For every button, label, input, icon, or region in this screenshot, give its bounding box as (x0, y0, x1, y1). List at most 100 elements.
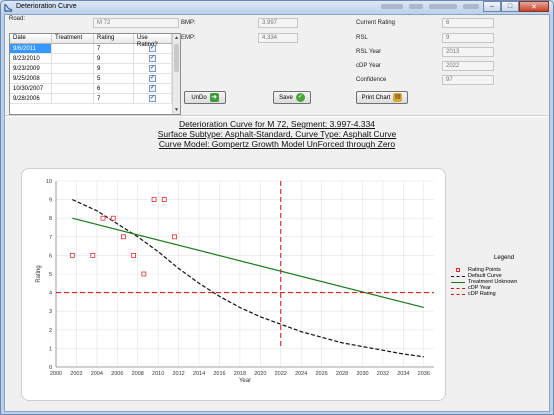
cell-date[interactable]: 9/28/2006 (10, 94, 52, 103)
y-tick-label: 10 (46, 179, 52, 185)
legend-label: Rating Points (468, 267, 501, 273)
legend-swatch-cdp-year (451, 285, 465, 291)
cell-use-rating[interactable]: ✓ (134, 44, 172, 53)
table-row[interactable]: 10/30/2007 6 ✓ (10, 84, 180, 94)
cell-date[interactable]: 9/23/2009 (10, 64, 52, 73)
x-tick-label: 2002 (70, 371, 82, 377)
grid-header: Date Treatment Rating Use Rating? (10, 34, 180, 48)
cell-rating[interactable]: 7 (94, 94, 134, 103)
printer-icon: ▤ (393, 93, 403, 102)
default-curve-line (72, 199, 424, 358)
rsl-year-field[interactable]: 2013 (442, 47, 494, 57)
cdp-year-label: cDP Year (356, 63, 381, 69)
chart-title-block: Deterioration Curve for M 72, Segment: 3… (5, 119, 549, 149)
col-treatment-header[interactable]: Treatment (52, 34, 94, 43)
rating-point (151, 197, 157, 203)
legend-label: cDP Rating (468, 291, 496, 297)
rating-point (100, 215, 106, 221)
road-field[interactable]: M 72 (93, 18, 179, 28)
emp-field[interactable]: 4.334 (258, 33, 298, 43)
rating-point (161, 197, 167, 203)
rsl-label: RSL (356, 35, 368, 41)
y-tick-label: 3 (49, 309, 52, 315)
legend-item-cdp-rating: cDP Rating (451, 291, 547, 297)
minimize-button[interactable]: – (483, 1, 501, 12)
grid-scrollbar[interactable]: ▲ ▼ (172, 34, 180, 114)
y-tick-label: 5 (49, 272, 52, 278)
legend-label: cDP Year (468, 285, 491, 291)
cell-treatment[interactable] (52, 64, 94, 73)
cell-rating[interactable]: 9 (94, 54, 134, 63)
cell-rating[interactable]: 7 (94, 44, 134, 53)
cell-rating[interactable]: 5 (94, 74, 134, 83)
scroll-thumb[interactable] (174, 44, 179, 72)
use-rating-checkbox[interactable]: ✓ (149, 55, 156, 62)
confidence-field[interactable]: 97 (442, 75, 494, 85)
x-tick-label: 2032 (377, 371, 389, 377)
table-row[interactable]: 9/6/2011 7 ✓ (10, 44, 180, 54)
x-tick-label: 2012 (172, 371, 184, 377)
cell-date[interactable]: 9/6/2011 (10, 44, 52, 53)
legend-label: Default Curve (468, 273, 502, 279)
col-rating-header[interactable]: Rating (94, 34, 134, 43)
chart-panel: 2000 2002 2004 2006 2008 2010 2012 2014 2016 2018… (21, 168, 446, 401)
use-rating-checkbox[interactable]: ✓ (149, 45, 156, 52)
cell-date[interactable]: 9/25/2008 (10, 74, 52, 83)
table-row[interactable]: 8/23/2010 9 ✓ (10, 54, 180, 64)
checkmark-icon: ✓ (295, 93, 305, 102)
window-title: Deterioration Curve (16, 3, 77, 10)
title-bar[interactable]: Deterioration Curve – □ ✕ (1, 1, 553, 14)
cell-treatment[interactable] (52, 54, 94, 63)
chart-title-line3: Curve Model: Gompertz Growth Model UnFor… (158, 139, 396, 149)
save-button[interactable]: Save ✓ (273, 91, 311, 104)
use-rating-checkbox[interactable]: ✓ (149, 85, 156, 92)
cell-treatment[interactable] (52, 84, 94, 93)
undo-label: UnDo (191, 94, 207, 101)
cell-use-rating[interactable]: ✓ (134, 54, 172, 63)
bmp-field[interactable]: 3.997 (258, 18, 298, 28)
current-rating-label: Current Rating (356, 20, 396, 26)
close-button[interactable]: ✕ (519, 1, 549, 12)
legend-swatch-treatment (451, 279, 465, 285)
legend-swatch-points (451, 267, 465, 273)
col-use-rating-header[interactable]: Use Rating? (134, 34, 172, 48)
use-rating-checkbox[interactable]: ✓ (149, 65, 156, 72)
y-tick-label: 6 (49, 253, 52, 259)
cell-treatment[interactable] (52, 94, 94, 103)
cell-date[interactable]: 8/23/2010 (10, 54, 52, 63)
rating-point (121, 234, 126, 240)
chart-title-line1: Deterioration Curve for M 72, Segment: 3… (178, 119, 376, 129)
cell-rating[interactable]: 6 (94, 84, 134, 93)
table-row[interactable]: 9/28/2006 7 ✓ (10, 94, 180, 104)
ratings-grid[interactable]: Date Treatment Rating Use Rating? 9/6/20… (9, 33, 181, 115)
cell-use-rating[interactable]: ✓ (134, 84, 172, 93)
x-tick-label: 2026 (315, 371, 327, 377)
y-tick-label: 7 (49, 235, 52, 241)
x-tick-label: 2020 (254, 371, 266, 377)
cell-use-rating[interactable]: ✓ (134, 74, 172, 83)
cell-treatment[interactable] (52, 44, 94, 53)
undo-button[interactable]: UnDo ➜ (184, 91, 226, 104)
col-date-header[interactable]: Date (10, 34, 52, 43)
use-rating-checkbox[interactable]: ✓ (149, 95, 156, 102)
legend-item-cdp-year: cDP Year (451, 285, 547, 291)
table-row[interactable]: 9/25/2008 5 ✓ (10, 74, 180, 84)
cell-treatment[interactable] (52, 74, 94, 83)
scroll-down-icon[interactable]: ▼ (174, 107, 179, 113)
x-tick-label: 2008 (132, 371, 144, 377)
cell-use-rating[interactable]: ✓ (134, 64, 172, 73)
y-tick-label: 9 (49, 198, 52, 204)
print-chart-button[interactable]: Print Chart ▤ (356, 91, 408, 104)
use-rating-checkbox[interactable]: ✓ (149, 75, 156, 82)
rating-point (131, 253, 137, 258)
maximize-button[interactable]: □ (501, 1, 519, 12)
table-row[interactable]: 9/23/2009 9 ✓ (10, 64, 180, 74)
scroll-up-icon[interactable]: ▲ (174, 35, 179, 41)
cell-rating[interactable]: 9 (94, 64, 134, 73)
cell-use-rating[interactable]: ✓ (134, 94, 172, 103)
current-rating-field[interactable]: 6 (442, 18, 494, 28)
rsl-field[interactable]: 9 (442, 33, 494, 43)
x-tick-label: 2006 (111, 371, 123, 377)
cdp-year-field[interactable]: 2022 (442, 61, 494, 71)
cell-date[interactable]: 10/30/2007 (10, 84, 52, 93)
